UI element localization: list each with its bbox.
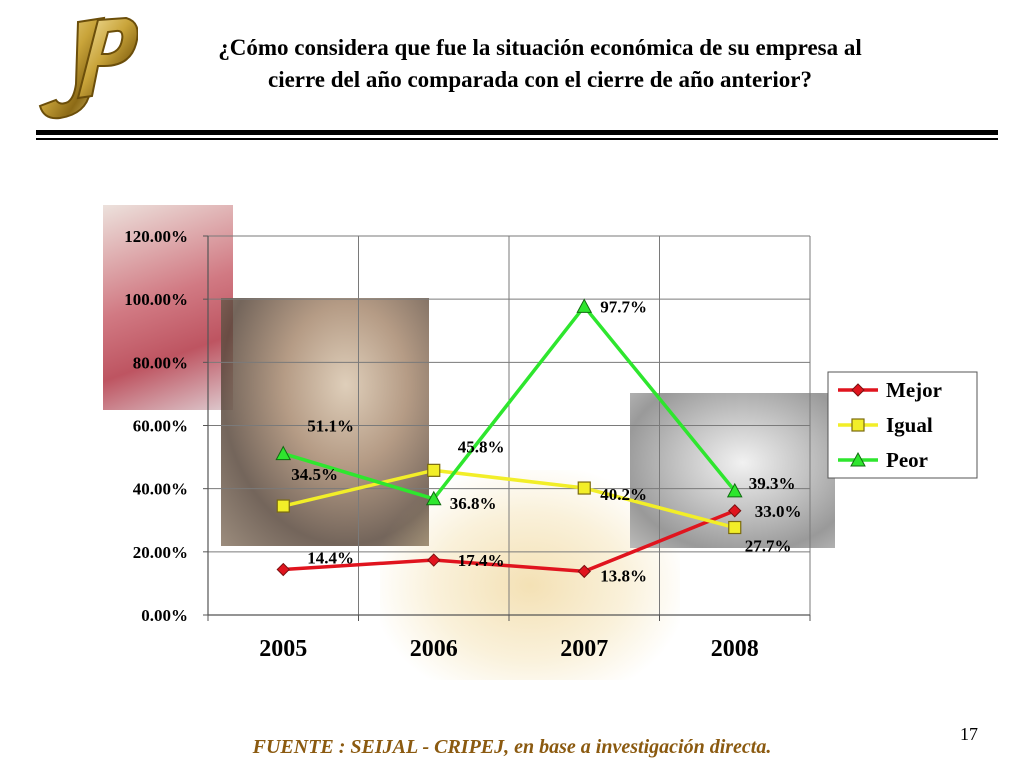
y-tick-label: 100.00% <box>124 290 188 309</box>
marker-square <box>728 520 742 535</box>
legend-label: Peor <box>886 448 928 472</box>
title-line-2: cierre del año comparada con el cierre d… <box>268 67 812 92</box>
x-axis-ticks: 2005 2006 2007 2008 <box>259 636 759 662</box>
source-note: FUENTE : SEIJAL - CRIPEJ, en base a inve… <box>252 736 772 758</box>
chart-grid <box>207 235 811 616</box>
data-label: 40.2% <box>600 485 647 504</box>
y-tick-label: 0.00% <box>141 606 188 625</box>
y-axis-ticks: 0.00% 20.00% 40.00% 60.00% 80.00% 100.00% 120.… <box>124 227 188 625</box>
x-tick-label: 2005 <box>259 636 307 662</box>
marker-triangle <box>726 482 743 498</box>
legend-label: Mejor <box>886 378 942 402</box>
marker-diamond <box>276 562 290 577</box>
data-label: 97.7% <box>600 297 647 316</box>
y-tick-label: 120.00% <box>124 227 188 246</box>
marker-diamond <box>577 564 591 579</box>
background-photo-woman-red <box>103 205 233 410</box>
y-tick-label: 80.00% <box>133 353 188 372</box>
marker-diamond <box>427 553 441 567</box>
title-rule-thin <box>36 138 998 140</box>
series-line-mejor <box>283 509 736 574</box>
marker-diamond <box>851 383 865 397</box>
marker-square <box>276 499 290 513</box>
data-label: 51.1% <box>307 417 354 436</box>
marker-triangle <box>425 490 442 506</box>
title-rule-thick <box>36 130 998 135</box>
series-line-igual <box>282 468 736 530</box>
marker-triangle <box>850 451 866 467</box>
jp-logo <box>38 16 138 120</box>
marker-triangle <box>576 298 593 313</box>
chart-axes <box>203 235 811 621</box>
chart-series <box>275 298 743 579</box>
data-label: 13.8% <box>600 566 647 585</box>
data-label: 27.7% <box>745 537 792 556</box>
slide-title: ¿Cómo considera que fue la situación eco… <box>140 32 940 96</box>
data-label: 36.8% <box>450 494 497 513</box>
marker-square <box>851 418 865 432</box>
data-label: 45.8% <box>458 437 505 456</box>
x-tick-label: 2006 <box>410 636 458 662</box>
data-label: 14.4% <box>307 549 354 568</box>
marker-square <box>577 481 591 495</box>
chart-legend: Mejor Igual Peor <box>827 371 978 479</box>
legend-label: Igual <box>886 413 933 437</box>
data-labels: 14.4% 17.4% 13.8% 33.0% 34.5% 45.8% 40.2% 27.7%… <box>291 297 801 585</box>
series-line-peor <box>282 304 737 501</box>
marker-triangle <box>275 445 292 461</box>
x-tick-label: 2007 <box>560 636 608 662</box>
marker-square <box>427 463 441 477</box>
data-label: 17.4% <box>458 551 505 570</box>
data-label: 39.3% <box>749 474 796 493</box>
x-tick-label: 2008 <box>711 636 759 662</box>
page-number: 17 <box>960 724 978 744</box>
y-tick-label: 20.00% <box>133 543 188 562</box>
data-label: 34.5% <box>291 465 338 484</box>
data-label: 33.0% <box>755 502 802 521</box>
title-line-1: ¿Cómo considera que fue la situación eco… <box>218 35 862 60</box>
y-tick-label: 40.00% <box>133 480 188 499</box>
y-tick-label: 60.00% <box>133 417 188 436</box>
marker-diamond <box>728 504 742 518</box>
